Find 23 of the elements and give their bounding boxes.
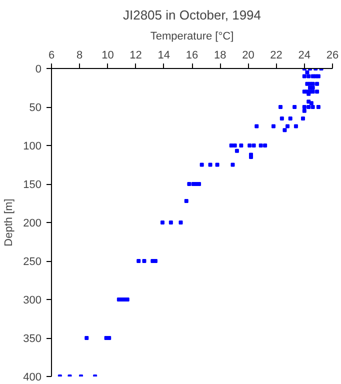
y-tick-label: 0 [35,64,42,76]
x-tick-label: 18 [214,50,226,62]
x-tick-label: 10 [102,50,114,62]
x-axis-title: Temperature [°C] [150,30,234,42]
y-tick-label: 50 [29,102,42,114]
chart-title: JI2805 in October, 1994 [122,8,262,22]
x-tick-label: 14 [158,50,170,62]
y-tick-label: 400 [23,372,42,384]
y-tick-label: 200 [23,218,42,230]
y-tick-label: 100 [23,140,42,152]
x-tick-label: 16 [186,50,198,62]
x-tick-label: 26 [326,50,339,62]
y-tick-label: 250 [23,256,42,268]
x-tick-label: 12 [130,50,142,62]
y-tick-label: 150 [23,179,42,191]
x-tick-label: 20 [242,50,254,62]
x-tick-label: 22 [270,50,282,62]
x-tick-label: 6 [48,50,55,62]
y-axis-title: Depth [m] [3,198,16,246]
y-tick-label: 350 [23,333,42,345]
y-tick-label: 300 [23,294,42,306]
x-tick-label: 8 [76,50,83,62]
x-tick-label: 24 [298,50,311,62]
